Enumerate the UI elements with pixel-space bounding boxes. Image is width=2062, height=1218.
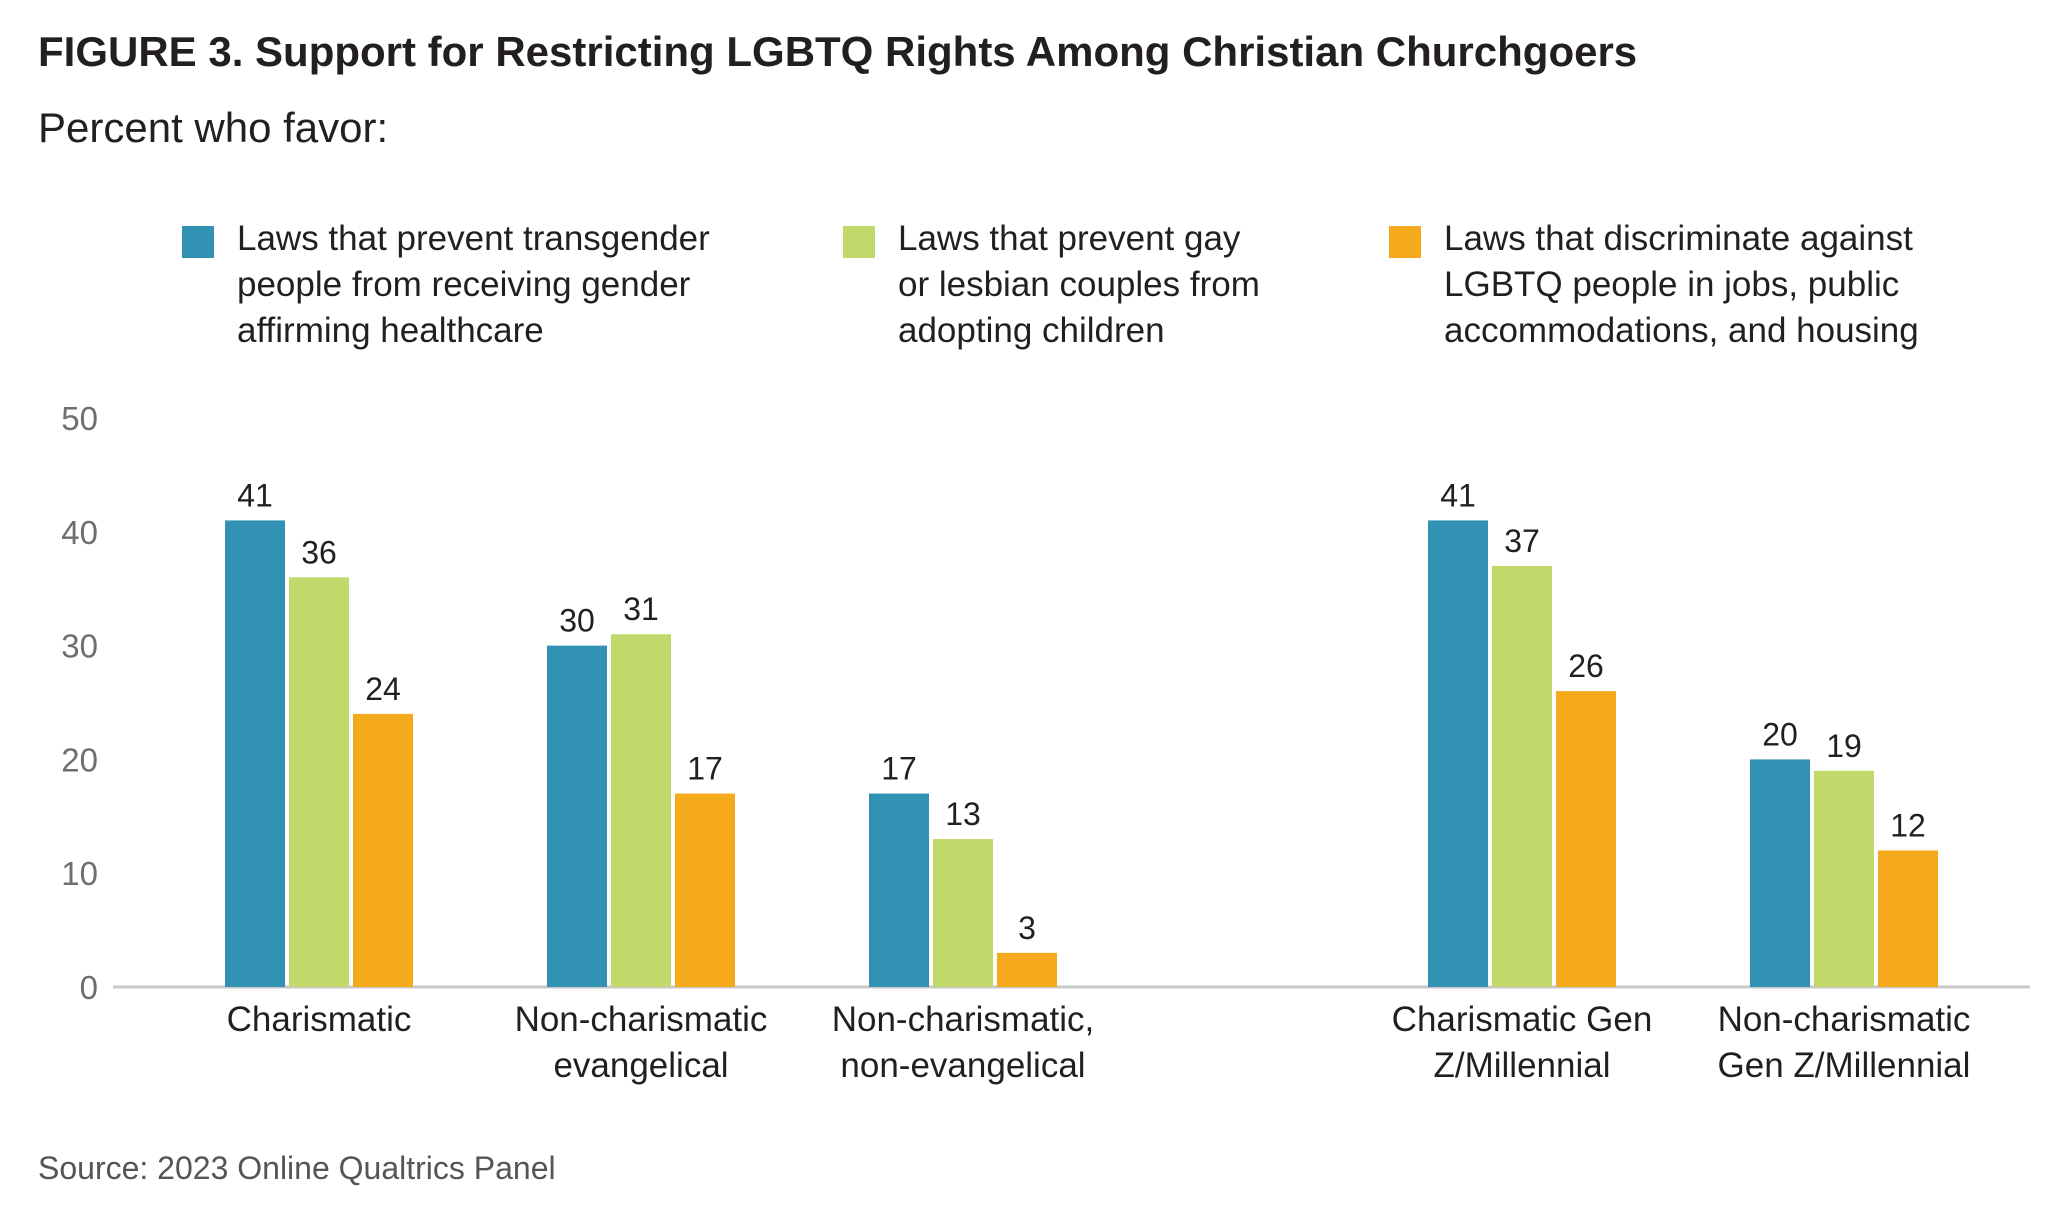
bar (1492, 565, 1552, 987)
bar-value-label: 13 (945, 796, 981, 832)
bar (547, 645, 607, 987)
y-tick-label: 10 (61, 855, 98, 892)
legend-label-line: Laws that prevent gay (898, 219, 1241, 258)
category-label: Non-charismatic, (832, 1000, 1095, 1039)
legend-label-line: accommodations, and housing (1444, 311, 1919, 350)
legend-label-line: affirming healthcare (237, 311, 544, 350)
bar (933, 839, 993, 987)
chart-title: FIGURE 3. Support for Restricting LGBTQ … (38, 28, 1638, 75)
legend-label-line: or lesbian couples from (898, 265, 1260, 304)
bar-value-label: 12 (1890, 807, 1926, 843)
bar (1878, 850, 1938, 987)
y-tick-label: 20 (61, 741, 98, 778)
category-label: Charismatic Gen (1392, 1000, 1653, 1039)
legend-label-line: Laws that prevent transgender (237, 219, 710, 258)
legend-label: Laws that discriminate against LGBTQ peo… (1444, 216, 2004, 354)
legend-label-line: LGBTQ people in jobs, public (1444, 265, 1900, 304)
legend-label-line: Laws that discriminate against (1444, 219, 1913, 258)
bar (1814, 770, 1874, 987)
bar-value-label: 30 (559, 603, 595, 639)
bar (1750, 759, 1810, 987)
y-tick-label: 40 (61, 514, 98, 551)
bar-value-label: 36 (301, 534, 337, 570)
y-tick-label: 30 (61, 628, 98, 665)
category-label: non-evangelical (840, 1046, 1085, 1085)
bar-value-label: 19 (1826, 728, 1862, 764)
bar-value-label: 41 (1440, 477, 1476, 513)
bar (1428, 520, 1488, 987)
bar-value-label: 26 (1568, 648, 1604, 684)
category-label: Non-charismatic (1718, 1000, 1971, 1039)
bar (353, 713, 413, 987)
category-label: Z/Millennial (1434, 1046, 1611, 1085)
bar-value-label: 20 (1762, 716, 1798, 752)
category-label: Non-charismatic (515, 1000, 768, 1039)
bar (675, 793, 735, 987)
bar-value-label: 17 (687, 751, 723, 787)
bar (1556, 691, 1616, 987)
bar-value-label: 41 (237, 477, 273, 513)
category-label: Charismatic (227, 1000, 412, 1039)
bar-value-label: 24 (365, 671, 401, 707)
bar-chart: 0 10 20 30 40 50 41 36 24 Charismatic 30 31 17 Non-ch… (61, 400, 2030, 1085)
bar (997, 952, 1057, 987)
bar (225, 520, 285, 987)
category-label: evangelical (553, 1046, 728, 1085)
legend-swatch-orange (1389, 226, 1421, 258)
bar-value-label: 3 (1018, 910, 1036, 946)
bar-value-label: 31 (623, 591, 659, 627)
legend-swatch-green (843, 226, 875, 258)
legend-swatch-teal (182, 226, 214, 258)
legend-label: Laws that prevent transgender people fro… (237, 216, 797, 354)
bar-value-label: 37 (1504, 523, 1540, 559)
legend-label: Laws that prevent gay or lesbian couples… (898, 216, 1458, 354)
legend-label-line: people from receiving gender (237, 265, 691, 304)
chart-subtitle: Percent who favor: (38, 104, 389, 151)
bar (611, 634, 671, 987)
y-tick-label: 50 (61, 400, 98, 437)
bar (289, 577, 349, 987)
source-note: Source: 2023 Online Qualtrics Panel (38, 1150, 556, 1186)
category-label: Gen Z/Millennial (1718, 1046, 1971, 1085)
legend-label-line: adopting children (898, 311, 1165, 350)
bar-value-label: 17 (881, 751, 917, 787)
bar (869, 793, 929, 987)
y-tick-label: 0 (80, 969, 98, 1006)
